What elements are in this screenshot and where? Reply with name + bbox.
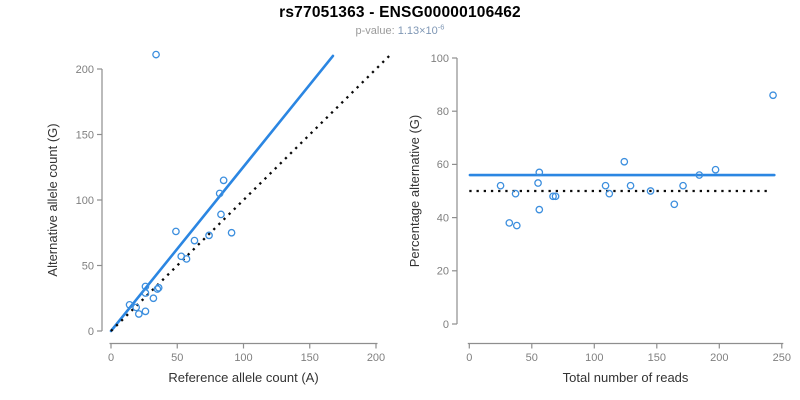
data-point — [511, 189, 520, 198]
data-point — [695, 171, 704, 179]
data-point — [505, 219, 514, 227]
x-tick-label: 200 — [367, 352, 385, 364]
data-point — [153, 285, 162, 293]
x-tick-label: 100 — [585, 352, 603, 364]
pvalue-value: 1.13×10 — [397, 25, 438, 37]
x-tick-label: 100 — [234, 352, 252, 364]
y-tick-label: 0 — [443, 319, 449, 331]
data-point — [679, 181, 687, 190]
data-point — [227, 228, 236, 237]
data-point — [172, 227, 180, 236]
y-tick-label: 100 — [76, 195, 94, 207]
pvalue-label: p-value: — [355, 25, 398, 37]
y-tick-label: 0 — [88, 326, 94, 338]
data-point — [132, 303, 141, 312]
y-tick-label: 20 — [437, 266, 449, 278]
x-axis-title: Total number of reads — [563, 370, 689, 385]
data-point — [149, 294, 158, 303]
data-point — [512, 221, 521, 230]
data-point — [535, 168, 544, 177]
data-point — [670, 200, 679, 209]
x-axis-title: Reference allele count (A) — [168, 370, 318, 385]
x-tick-label: 150 — [301, 352, 319, 364]
data-point — [205, 231, 213, 240]
data-point — [534, 179, 542, 187]
data-point — [154, 283, 163, 292]
data-point — [549, 192, 557, 201]
data-point — [190, 236, 199, 245]
data-point — [219, 176, 228, 185]
y-tick-label: 100 — [431, 53, 449, 65]
pvalue-subtitle: p-value: 1.13×10-6 — [0, 22, 800, 37]
page-title: rs77051363 - ENSG00000106462 — [279, 4, 521, 21]
identity-line — [110, 54, 391, 332]
y-tick-label: 40 — [437, 212, 449, 224]
pvalue-exponent: -6 — [437, 22, 445, 32]
data-point — [769, 91, 777, 100]
y-tick-label: 60 — [437, 159, 449, 171]
x-tick-label: 0 — [466, 352, 472, 364]
y-tick-label: 200 — [76, 64, 94, 76]
data-point — [605, 189, 614, 198]
y-tick-label: 80 — [437, 106, 449, 118]
data-point — [496, 181, 505, 190]
x-tick-label: 250 — [773, 352, 791, 364]
data-point — [626, 181, 635, 190]
x-axis: 0 50 100 150 200 Reference allele count (A) — [108, 342, 385, 385]
panel-counts: 0 50 100 150 200 Alternative allele count (G)… — [45, 50, 391, 385]
y-axis: 0 50 100 150 200 Alternative allele count (G) — [45, 64, 103, 338]
y-tick-label: 50 — [82, 260, 94, 272]
x-axis: 0 50 100 150 200 250 Total number of reads — [466, 342, 791, 385]
points-group — [125, 50, 236, 318]
x-tick-label: 0 — [108, 352, 114, 364]
data-point — [217, 210, 225, 219]
data-point — [215, 189, 224, 198]
points-group — [496, 91, 777, 230]
x-tick-label: 150 — [648, 352, 666, 364]
data-point — [646, 187, 655, 195]
data-point — [182, 255, 191, 263]
data-point — [535, 205, 544, 214]
data-point — [711, 165, 720, 174]
x-tick-label: 200 — [710, 352, 728, 364]
data-point — [551, 192, 560, 201]
x-tick-label: 50 — [171, 352, 183, 364]
data-point — [152, 50, 160, 59]
data-point — [620, 157, 629, 166]
figure-header: rs77051363 - ENSG00000106462 p-value: 1.… — [0, 4, 800, 37]
data-point — [141, 289, 150, 297]
data-point — [141, 307, 150, 316]
data-point — [134, 310, 143, 318]
data-point — [601, 181, 610, 190]
panel-percentage: 0 20 40 60 80 100 Percentage alternative (G) 0 5… — [407, 53, 791, 385]
y-axis-title: Percentage alternative (G) — [407, 115, 422, 267]
x-tick-label: 50 — [526, 352, 538, 364]
data-point — [125, 300, 134, 309]
y-tick-label: 150 — [76, 129, 94, 141]
y-axis-title: Alternative allele count (G) — [45, 123, 60, 276]
y-axis: 0 20 40 60 80 100 Percentage alternative (G) — [407, 53, 458, 331]
